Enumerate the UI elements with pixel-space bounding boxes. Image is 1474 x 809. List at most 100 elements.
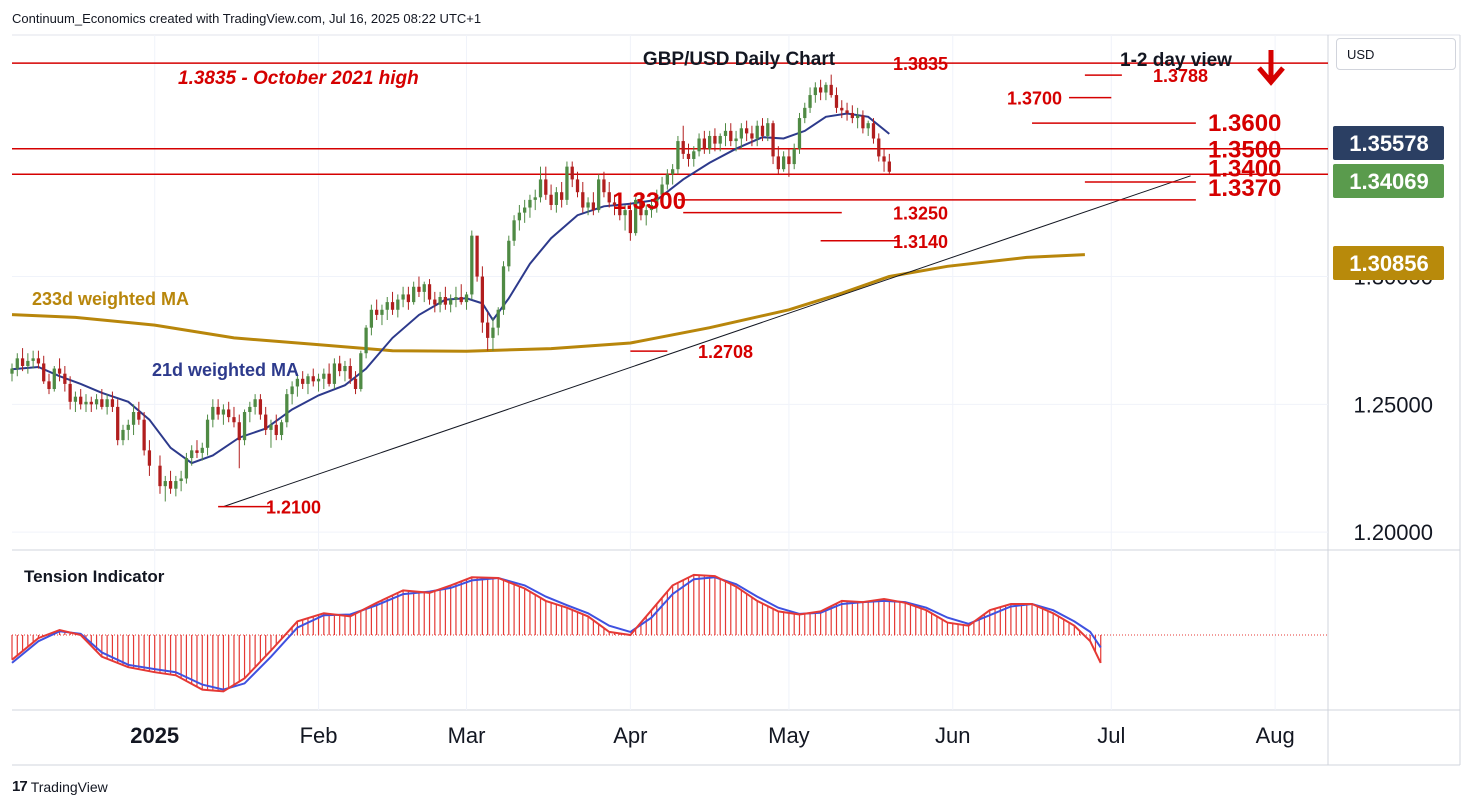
- candle-body: [459, 296, 463, 303]
- candle-body: [401, 294, 405, 300]
- candle-body: [20, 358, 25, 367]
- price-badge: [1333, 126, 1444, 160]
- candle-body: [84, 401, 88, 405]
- candle-body: [47, 381, 51, 390]
- candle-body: [760, 125, 765, 136]
- candle-body: [147, 450, 152, 466]
- candle-body: [776, 156, 780, 170]
- level-label: 1.3370: [1208, 175, 1281, 202]
- candle-body: [739, 128, 743, 139]
- candle-body: [649, 204, 654, 211]
- candle-body: [681, 141, 685, 154]
- candle-body: [68, 383, 72, 402]
- candle-body: [221, 409, 226, 415]
- x-tick-label: Feb: [300, 723, 338, 748]
- candle-body: [639, 199, 643, 216]
- candle-body: [792, 148, 796, 165]
- candle-body: [623, 210, 627, 216]
- candle-body: [797, 118, 802, 149]
- level-label: 1.3835: [893, 54, 948, 74]
- candle-body: [237, 422, 241, 441]
- level-note: 1.3835 - October 2021 high: [178, 68, 419, 89]
- candle-body: [766, 123, 770, 136]
- candle-body: [591, 202, 596, 211]
- candle-body: [375, 309, 379, 315]
- currency-selector[interactable]: USD: [1336, 38, 1456, 70]
- candle-body: [15, 358, 19, 369]
- candle-body: [200, 447, 204, 453]
- candle-body: [348, 366, 352, 379]
- candle-body: [343, 366, 347, 372]
- candle-body: [470, 235, 474, 295]
- down-arrow-icon: [1257, 50, 1285, 86]
- candle-body: [79, 396, 83, 405]
- candle-body: [89, 401, 93, 405]
- candle-body: [486, 322, 490, 338]
- candle-body: [279, 422, 284, 436]
- candle-body: [533, 197, 537, 200]
- candle-body: [491, 327, 495, 338]
- marked-point-label: 1.3140: [893, 232, 948, 252]
- candle-body: [126, 424, 130, 430]
- candle-body: [575, 179, 580, 193]
- candle-body: [581, 192, 585, 208]
- tradingview-brand[interactable]: 17 TradingView: [12, 778, 108, 795]
- candle-body: [850, 112, 854, 119]
- candle-body: [866, 123, 870, 129]
- candle-body: [824, 84, 828, 93]
- candle-body: [702, 138, 706, 149]
- candle-body: [665, 174, 669, 185]
- candle-body: [417, 286, 421, 292]
- candle-body: [861, 115, 865, 129]
- candle-body: [507, 240, 511, 267]
- candle-body: [449, 299, 453, 305]
- candle-body: [454, 296, 458, 300]
- candle-body: [803, 107, 807, 119]
- candle-body: [274, 424, 278, 436]
- candle-body: [634, 199, 638, 234]
- candle-body: [602, 179, 606, 193]
- tension-fast-line: [11, 573, 1102, 693]
- candle-body: [808, 95, 812, 108]
- candle-body: [813, 87, 817, 96]
- tension-title: Tension Indicator: [24, 567, 165, 586]
- candle-body: [723, 130, 728, 136]
- candle-body: [697, 138, 701, 152]
- level-label: 1.3300: [613, 188, 686, 215]
- candle-body: [549, 194, 553, 205]
- candle-body: [406, 294, 411, 303]
- level-label: 1.3400: [1208, 155, 1281, 182]
- candle-body: [750, 133, 754, 139]
- candle-body: [248, 406, 252, 413]
- trend-line: [223, 175, 1191, 508]
- candle-body: [211, 406, 215, 420]
- candle-body: [771, 123, 775, 157]
- ma21-label: 21d weighted MA: [152, 360, 299, 380]
- candle-body: [565, 166, 569, 200]
- candle-body: [528, 199, 532, 208]
- candle-body: [544, 179, 548, 195]
- candle-body: [744, 128, 749, 134]
- candle-body: [295, 378, 300, 387]
- tradingview-name: TradingView: [30, 778, 108, 795]
- candle-body: [264, 414, 268, 430]
- candle-body: [42, 363, 46, 382]
- candle-body: [887, 161, 891, 172]
- candle-body: [612, 202, 617, 205]
- candle-body: [26, 360, 30, 367]
- candle-body: [63, 373, 67, 384]
- chart-title: GBP/USD Daily Chart: [643, 49, 836, 70]
- candle-body: [676, 141, 680, 170]
- candle-body: [829, 84, 833, 96]
- y-tick-label: 1.25000: [1353, 392, 1433, 417]
- x-tick-label: Jul: [1097, 723, 1125, 748]
- candle-body: [871, 123, 876, 139]
- candle-body: [517, 212, 522, 221]
- candle-body: [818, 87, 823, 93]
- candle-body: [396, 299, 400, 310]
- candle-body: [216, 406, 220, 415]
- candle-body: [290, 386, 294, 395]
- candle-body: [618, 204, 622, 216]
- candle-body: [105, 399, 109, 407]
- candle-body: [781, 156, 786, 170]
